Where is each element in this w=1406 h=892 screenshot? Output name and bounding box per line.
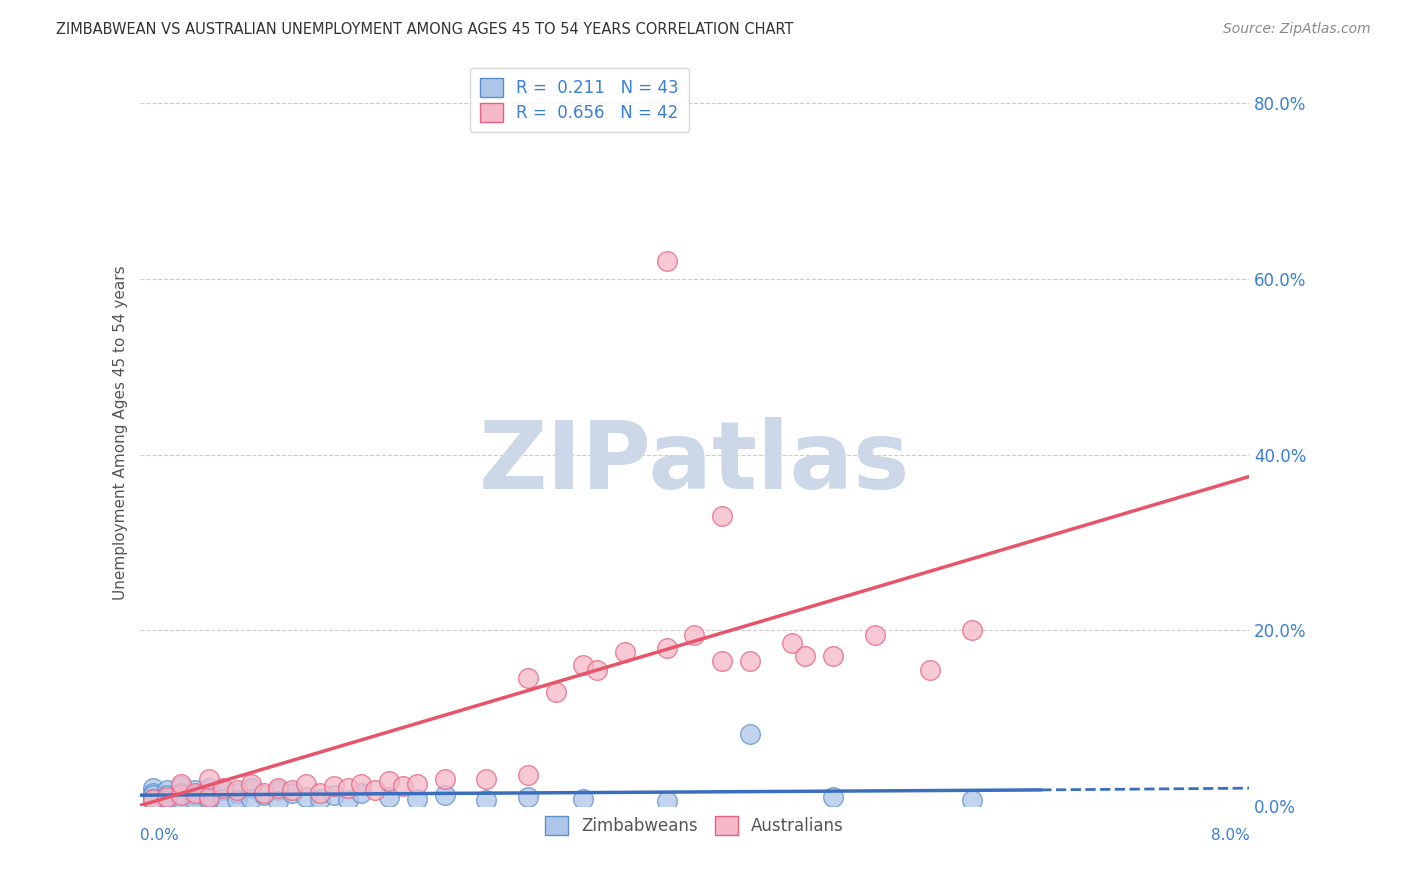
- Point: [572, 658, 595, 673]
- Point: [253, 788, 276, 802]
- Point: [364, 783, 387, 797]
- Point: [170, 780, 193, 794]
- Point: [170, 786, 193, 800]
- Point: [516, 789, 538, 804]
- Point: [142, 791, 165, 805]
- Point: [406, 791, 429, 805]
- Point: [142, 788, 165, 802]
- Point: [295, 777, 318, 791]
- Point: [516, 768, 538, 782]
- Point: [960, 623, 983, 637]
- Point: [184, 786, 207, 800]
- Point: [281, 783, 304, 797]
- Point: [225, 786, 247, 800]
- Point: [170, 777, 193, 791]
- Point: [544, 684, 567, 698]
- Point: [225, 783, 247, 797]
- Point: [711, 509, 734, 524]
- Point: [336, 781, 359, 796]
- Text: ZIPatlas: ZIPatlas: [478, 417, 910, 508]
- Point: [142, 786, 165, 800]
- Point: [198, 793, 221, 807]
- Point: [142, 781, 165, 796]
- Point: [281, 786, 304, 800]
- Point: [184, 794, 207, 808]
- Point: [863, 627, 886, 641]
- Point: [322, 780, 344, 794]
- Point: [156, 791, 179, 805]
- Point: [267, 783, 290, 797]
- Point: [211, 791, 233, 805]
- Point: [655, 640, 678, 655]
- Point: [156, 783, 179, 797]
- Point: [322, 788, 344, 802]
- Point: [295, 789, 318, 804]
- Point: [475, 772, 498, 787]
- Point: [267, 794, 290, 808]
- Point: [433, 788, 456, 802]
- Point: [683, 627, 706, 641]
- Point: [211, 781, 233, 796]
- Point: [198, 781, 221, 796]
- Point: [406, 777, 429, 791]
- Point: [239, 791, 262, 805]
- Point: [267, 781, 290, 796]
- Point: [156, 794, 179, 808]
- Point: [239, 781, 262, 796]
- Point: [184, 783, 207, 797]
- Point: [225, 793, 247, 807]
- Text: 0.0%: 0.0%: [139, 828, 179, 843]
- Point: [142, 791, 165, 805]
- Point: [378, 774, 401, 789]
- Point: [614, 645, 637, 659]
- Point: [211, 783, 233, 797]
- Point: [170, 791, 193, 805]
- Point: [655, 254, 678, 268]
- Point: [336, 793, 359, 807]
- Point: [711, 654, 734, 668]
- Point: [350, 786, 373, 800]
- Legend: Zimbabweans, Australians: Zimbabweans, Australians: [538, 810, 851, 842]
- Point: [433, 772, 456, 787]
- Point: [738, 727, 761, 741]
- Point: [156, 789, 179, 804]
- Point: [392, 780, 415, 794]
- Point: [309, 786, 332, 800]
- Point: [823, 649, 845, 664]
- Point: [960, 793, 983, 807]
- Point: [142, 794, 165, 808]
- Point: [378, 789, 401, 804]
- Point: [198, 772, 221, 787]
- Y-axis label: Unemployment Among Ages 45 to 54 years: Unemployment Among Ages 45 to 54 years: [114, 265, 128, 600]
- Point: [239, 777, 262, 791]
- Point: [475, 793, 498, 807]
- Point: [309, 791, 332, 805]
- Point: [516, 672, 538, 686]
- Text: ZIMBABWEAN VS AUSTRALIAN UNEMPLOYMENT AMONG AGES 45 TO 54 YEARS CORRELATION CHAR: ZIMBABWEAN VS AUSTRALIAN UNEMPLOYMENT AM…: [56, 22, 794, 37]
- Point: [184, 788, 207, 802]
- Point: [823, 789, 845, 804]
- Point: [253, 786, 276, 800]
- Text: Source: ZipAtlas.com: Source: ZipAtlas.com: [1223, 22, 1371, 37]
- Point: [350, 777, 373, 791]
- Point: [198, 788, 221, 802]
- Point: [794, 649, 817, 664]
- Point: [586, 663, 609, 677]
- Point: [738, 654, 761, 668]
- Point: [170, 788, 193, 802]
- Point: [156, 788, 179, 802]
- Point: [780, 636, 803, 650]
- Point: [572, 791, 595, 805]
- Point: [920, 663, 942, 677]
- Text: 8.0%: 8.0%: [1211, 828, 1250, 843]
- Point: [655, 794, 678, 808]
- Point: [198, 789, 221, 804]
